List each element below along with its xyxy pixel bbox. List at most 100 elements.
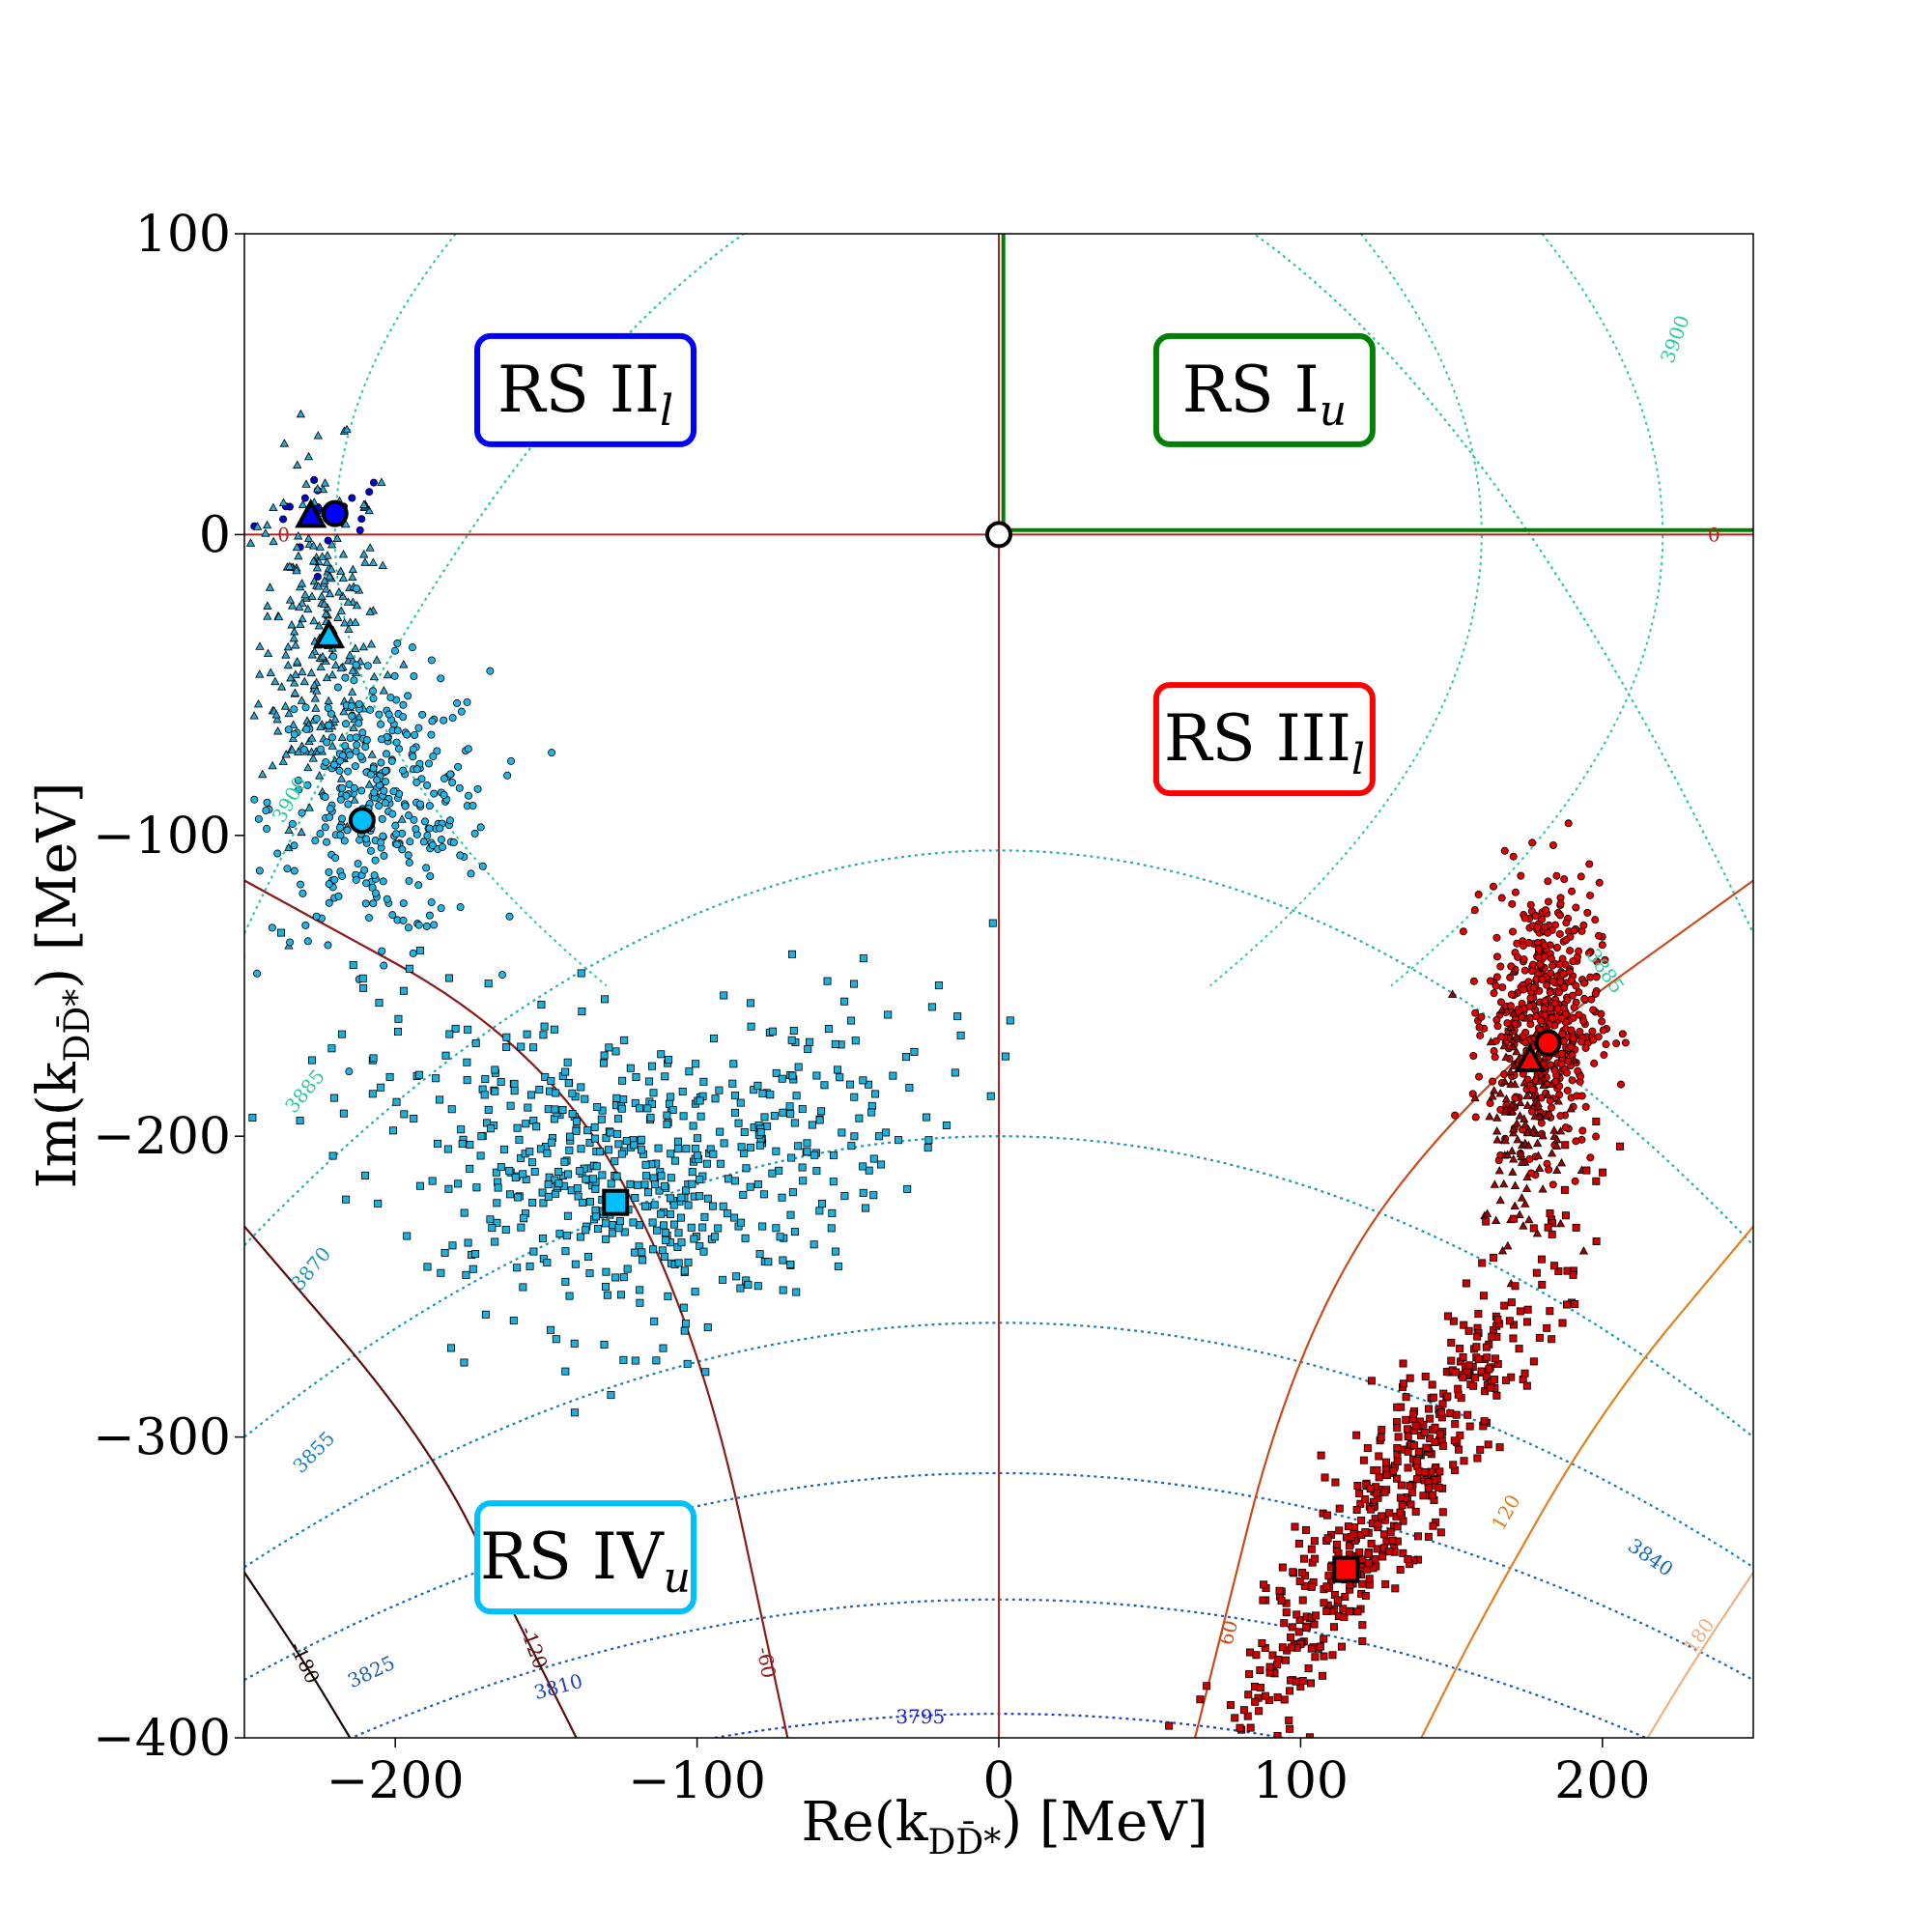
data-point-0-10 xyxy=(357,515,366,524)
data-point-3-285 xyxy=(682,1145,691,1153)
data-point-3-496 xyxy=(711,1233,720,1241)
data-point-3-604 xyxy=(592,1162,601,1171)
data-point-3-144 xyxy=(834,1262,842,1270)
data-point-6-154 xyxy=(1449,1317,1458,1325)
data-point-6-474 xyxy=(1436,1528,1445,1537)
data-point-1-241 xyxy=(342,424,352,434)
data-point-3-169 xyxy=(827,1224,836,1233)
data-point-4-464 xyxy=(1578,1126,1587,1135)
data-point-3-471 xyxy=(789,1026,798,1035)
data-point-3-171 xyxy=(670,1156,679,1165)
data-point-2-351 xyxy=(331,854,340,863)
data-point-1-107 xyxy=(338,549,349,558)
data-point-1-248 xyxy=(283,641,293,651)
data-point-4-371 xyxy=(1575,1010,1583,1019)
data-point-6-503 xyxy=(1323,1534,1332,1543)
data-point-6-145 xyxy=(1329,1623,1338,1632)
data-point-6-453 xyxy=(1378,1512,1386,1520)
data-point-4-420 xyxy=(1514,952,1522,961)
data-point-3-32 xyxy=(598,1171,607,1179)
data-point-1-182 xyxy=(290,678,299,687)
data-point-2-80 xyxy=(437,836,445,844)
data-point-3-413 xyxy=(623,1264,632,1273)
data-point-5-38 xyxy=(1520,1077,1529,1087)
data-point-3-451 xyxy=(804,1044,812,1053)
data-point-2-0 xyxy=(395,745,404,753)
data-point-6-434 xyxy=(1404,1447,1412,1456)
data-point-2-56 xyxy=(433,747,441,755)
data-point-4-456 xyxy=(1564,1057,1573,1065)
data-point-1-16 xyxy=(255,641,265,650)
data-point-4-378 xyxy=(1568,887,1577,895)
data-point-5-82 xyxy=(1492,1126,1502,1135)
data-point-3-299 xyxy=(492,1168,500,1177)
data-point-3-544 xyxy=(361,1171,370,1179)
data-point-5-83 xyxy=(1538,1130,1548,1140)
data-point-6-389 xyxy=(1361,1494,1370,1503)
data-point-2-317 xyxy=(302,724,311,733)
data-point-1-161 xyxy=(273,726,283,735)
x-tick-label-1: −100 xyxy=(628,1752,766,1810)
data-point-4-377 xyxy=(1579,1017,1588,1026)
data-point-6-105 xyxy=(1386,1527,1395,1536)
data-point-3-530 xyxy=(836,1073,844,1082)
data-point-2-295 xyxy=(375,710,384,719)
data-point-6-290 xyxy=(1435,1483,1443,1492)
data-point-6-465 xyxy=(1592,1237,1601,1246)
data-point-4-266 xyxy=(1577,872,1585,881)
data-point-5-0 xyxy=(1512,1046,1521,1056)
data-point-4-196 xyxy=(1548,1103,1556,1112)
data-point-2-286 xyxy=(456,851,465,860)
data-point-3-404 xyxy=(637,1146,645,1154)
data-point-6-29 xyxy=(1282,1656,1291,1664)
data-point-3-565 xyxy=(543,1259,552,1267)
data-point-3-265 xyxy=(573,1184,582,1193)
data-point-4-455 xyxy=(1572,1137,1580,1146)
data-point-6-252 xyxy=(1344,1522,1352,1531)
data-point-3-369 xyxy=(680,1266,689,1275)
data-point-2-67 xyxy=(340,837,349,845)
data-point-4-233 xyxy=(1594,931,1603,940)
data-point-4-414 xyxy=(1548,977,1557,985)
data-point-3-528 xyxy=(619,1355,628,1364)
data-point-6-469 xyxy=(1444,1312,1453,1321)
data-point-4-509 xyxy=(1536,960,1545,969)
data-point-2-90 xyxy=(377,720,385,728)
data-point-2-322 xyxy=(410,815,418,824)
data-point-1-165 xyxy=(383,669,392,679)
data-point-3-114 xyxy=(720,991,728,1000)
data-point-2-108 xyxy=(379,832,387,840)
energy-contour-1 xyxy=(244,849,1753,1246)
data-point-2-357 xyxy=(355,719,363,727)
data-point-3-412 xyxy=(673,1137,682,1146)
data-point-2-277 xyxy=(414,881,423,890)
data-point-3-124 xyxy=(815,1207,824,1215)
data-point-4-432 xyxy=(1497,1033,1506,1041)
data-point-5-43 xyxy=(1535,1111,1545,1121)
data-point-3-269 xyxy=(493,1218,501,1227)
data-point-2-113 xyxy=(440,716,448,724)
data-point-5-65 xyxy=(1497,1245,1508,1255)
data-point-3-220 xyxy=(602,1235,611,1243)
data-point-4-519 xyxy=(1507,990,1516,999)
y-tick-label-1: 0 xyxy=(199,506,231,564)
data-point-6-462 xyxy=(1409,1441,1418,1450)
data-point-4-159 xyxy=(1459,927,1467,936)
data-point-2-253 xyxy=(392,830,401,838)
data-point-3-185 xyxy=(414,1070,423,1079)
data-point-2-156 xyxy=(393,639,402,648)
contour-label-3: 3855 xyxy=(288,1427,339,1478)
data-point-6-133 xyxy=(1404,1425,1412,1434)
data-point-0-12 xyxy=(355,526,364,534)
data-point-4-296 xyxy=(1476,1031,1485,1039)
data-point-6-312 xyxy=(1363,1444,1372,1453)
data-point-6-331 xyxy=(1380,1488,1389,1496)
data-point-6-343 xyxy=(1299,1554,1308,1563)
data-point-2-8 xyxy=(465,791,473,800)
data-point-3-414 xyxy=(446,1344,455,1352)
data-point-4-243 xyxy=(1618,1030,1627,1038)
data-point-1-185 xyxy=(336,774,347,782)
data-point-3-501 xyxy=(810,1151,819,1159)
data-point-3-610 xyxy=(641,1160,650,1169)
